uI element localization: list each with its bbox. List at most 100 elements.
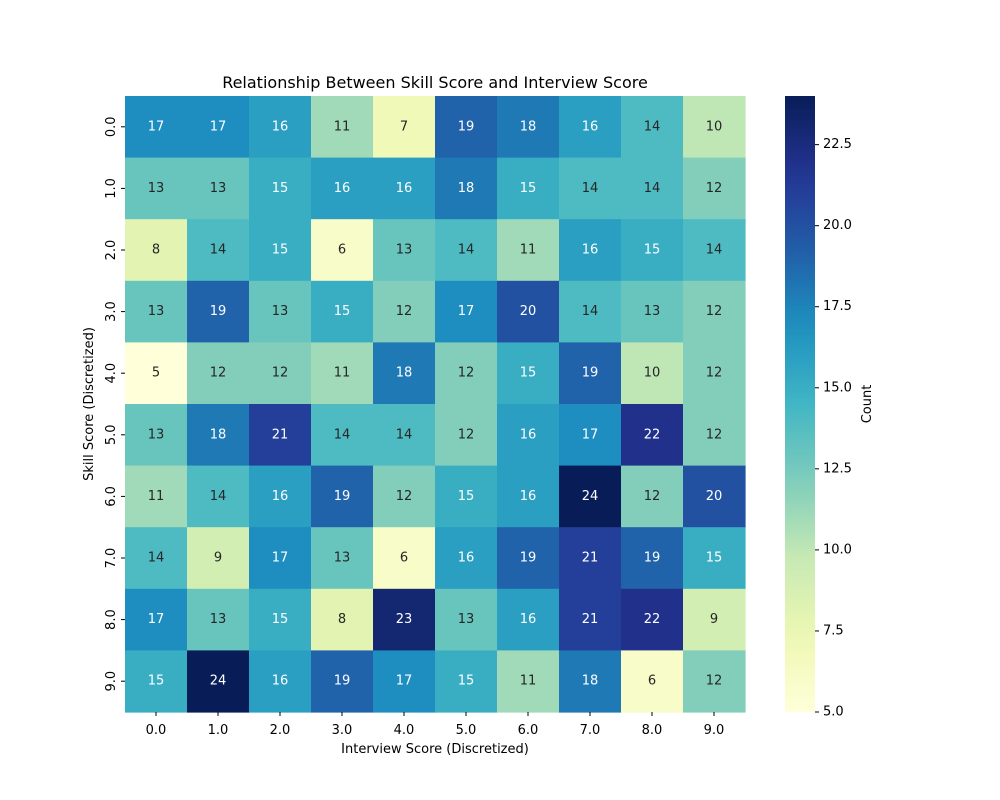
x-tick-label: 7.0: [580, 723, 601, 738]
cell-value-label: 16: [272, 119, 289, 134]
heatmap-cell: [373, 404, 436, 467]
y-tick-label: 0.0: [104, 116, 119, 137]
x-axis-ticks: 0.0 1.0 2.0 3.0 4.0 5.0 6.0 7.0 8.0 9.0: [146, 712, 725, 738]
heatmap-cell: [559, 404, 622, 467]
cell-value-label: 7: [400, 119, 408, 134]
cell-value-label: 8: [338, 612, 346, 627]
heatmap-cell: [311, 280, 374, 343]
cell-value-label: 18: [396, 366, 413, 381]
heatmap-cell: [249, 404, 312, 467]
colorbar-tick-label: 12.5: [823, 461, 852, 476]
cell-value-label: 12: [458, 366, 475, 381]
cell-value-label: 20: [520, 304, 537, 319]
colorbar-tick-label: 5.0: [823, 705, 844, 720]
cell-value-label: 15: [272, 181, 289, 196]
heatmap-cell: [311, 342, 374, 405]
cell-value-label: 17: [458, 304, 475, 319]
colorbar-tick-label: 15.0: [823, 380, 852, 395]
cell-value-label: 12: [706, 304, 723, 319]
x-tick-label: 2.0: [270, 723, 291, 738]
cell-value-label: 17: [582, 427, 599, 442]
heatmap-cell: [683, 650, 746, 713]
heatmap-cell: [125, 96, 188, 159]
heatmap-cell: [559, 96, 622, 159]
cell-value-label: 17: [272, 551, 289, 566]
heatmap-cell: [621, 527, 684, 590]
heatmap-cell: [187, 96, 250, 159]
heatmap-cell: [435, 219, 498, 282]
cell-value-label: 13: [458, 612, 475, 627]
x-tick-label: 6.0: [518, 723, 539, 738]
cell-value-label: 12: [396, 304, 413, 319]
heatmap-cell: [249, 650, 312, 713]
chart-title: Relationship Between Skill Score and Int…: [222, 73, 648, 92]
cell-value-label: 17: [210, 119, 227, 134]
heatmap-cells: 17 17 16 11 7 19 18 16 14 10 13 13 15 16 16 18 15 14 14 12 8…: [125, 96, 746, 713]
heatmap-cell: [125, 527, 188, 590]
heatmap-cell: [311, 527, 374, 590]
heatmap-cell: [249, 465, 312, 528]
heatmap-cell: [621, 96, 684, 159]
cell-value-label: 16: [458, 551, 475, 566]
y-tick-label: 4.0: [104, 363, 119, 384]
cell-value-label: 14: [334, 427, 351, 442]
heatmap-cell: [187, 157, 250, 220]
cell-value-label: 14: [644, 181, 661, 196]
cell-value-label: 14: [396, 427, 413, 442]
x-tick-label: 3.0: [332, 723, 353, 738]
heatmap-cell: [311, 588, 374, 651]
heatmap-cell: [373, 650, 436, 713]
heatmap-cell: [311, 219, 374, 282]
heatmap-cell: [559, 157, 622, 220]
heatmap-cell: [435, 342, 498, 405]
cell-value-label: 20: [706, 489, 723, 504]
x-tick-label: 9.0: [704, 723, 725, 738]
cell-value-label: 15: [520, 181, 537, 196]
heatmap-cell: [683, 465, 746, 528]
heatmap-cell: [311, 404, 374, 467]
cell-value-label: 11: [334, 119, 351, 134]
cell-value-label: 16: [272, 489, 289, 504]
heatmap-cell: [187, 280, 250, 343]
cell-value-label: 5: [152, 366, 160, 381]
heatmap-cell: [125, 342, 188, 405]
heatmap-cell: [249, 280, 312, 343]
y-tick-label: 2.0: [104, 240, 119, 261]
heatmap-cell: [621, 157, 684, 220]
x-tick-label: 1.0: [208, 723, 229, 738]
y-tick-label: 9.0: [104, 671, 119, 692]
cell-value-label: 15: [458, 674, 475, 689]
heatmap-cell: [497, 527, 560, 590]
colorbar-tick-label: 22.5: [823, 137, 852, 152]
heatmap-cell: [435, 588, 498, 651]
heatmap-cell: [497, 219, 560, 282]
cell-value-label: 16: [334, 181, 351, 196]
x-tick-label: 0.0: [146, 723, 167, 738]
cell-value-label: 12: [644, 489, 661, 504]
heatmap-cell: [621, 219, 684, 282]
heatmap-cell: [435, 404, 498, 467]
heatmap-cell: [621, 404, 684, 467]
heatmap-cell: [497, 280, 560, 343]
cell-value-label: 16: [520, 427, 537, 442]
cell-value-label: 11: [334, 366, 351, 381]
y-tick-label: 8.0: [104, 609, 119, 630]
cell-value-label: 19: [644, 551, 661, 566]
heatmap-cell: [683, 219, 746, 282]
cell-value-label: 18: [458, 181, 475, 196]
cell-value-label: 19: [458, 119, 475, 134]
heatmap-cell: [559, 588, 622, 651]
colorbar-tick-label: 7.5: [823, 623, 844, 638]
cell-value-label: 15: [148, 674, 165, 689]
cell-value-label: 14: [706, 243, 723, 258]
cell-value-label: 9: [710, 612, 718, 627]
heatmap-cell: [249, 588, 312, 651]
heatmap-cell: [435, 96, 498, 159]
heatmap-cell: [497, 96, 560, 159]
heatmap-cell: [497, 157, 560, 220]
cell-value-label: 6: [338, 243, 346, 258]
heatmap-cell: [683, 157, 746, 220]
heatmap-cell: [683, 404, 746, 467]
colorbar-label: Count: [860, 385, 875, 424]
heatmap-cell: [125, 650, 188, 713]
